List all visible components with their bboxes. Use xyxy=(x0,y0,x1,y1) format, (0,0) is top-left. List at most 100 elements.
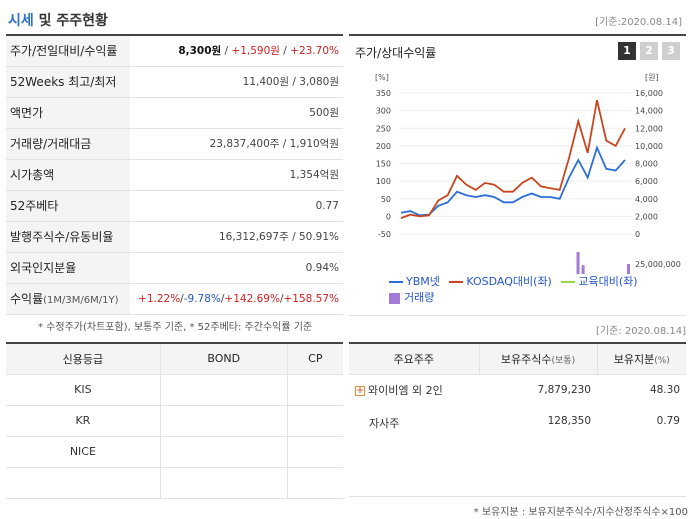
row-label: 액면가 xyxy=(6,98,130,128)
row-label: 외국인지분율 xyxy=(6,253,130,283)
right-tick-label: 4,000 xyxy=(635,195,658,204)
volume-bar xyxy=(581,265,585,274)
quote-table: 주가/전일대비/수익률 8,300원 / +1,590원 / +23.70% 5… xyxy=(6,34,343,315)
shares-cell: 7,879,230 xyxy=(537,384,591,397)
table-row: 자사주 128,350 0.79 xyxy=(349,406,686,497)
row-label: 시가총액 xyxy=(6,160,130,190)
expand-icon[interactable]: + xyxy=(355,386,365,397)
chart-legend: YBM넷 KOSDAQ대비(좌) 교육대비(좌) 거래량 xyxy=(389,274,679,306)
cp-cell xyxy=(286,466,343,499)
legend-item-education[interactable]: 교육대비(좌) xyxy=(561,274,638,290)
left-tick-label: 150 xyxy=(376,160,391,169)
row-label: 수익률(1M/3M/6M/1Y) xyxy=(6,284,130,314)
shareholder-name: + 와이비엠 외 2인 xyxy=(355,384,443,398)
column-header: 보유주식수(보통) xyxy=(478,343,597,375)
section-header: 시세 및 주주현황 [기준:2020.08.14] xyxy=(6,6,688,32)
agency-cell: KIS xyxy=(6,373,161,406)
row-value: 8,300원 / +1,590원 / +23.70% xyxy=(178,45,339,57)
row-value: 0.77 xyxy=(315,200,339,212)
chart-tab-3[interactable]: 3 xyxy=(662,42,680,60)
row-value: 11,400원 / 3,080원 xyxy=(242,76,339,88)
bond-cell xyxy=(159,404,288,437)
left-tick-label: 250 xyxy=(376,124,391,133)
legend-item-ybm[interactable]: YBM넷 xyxy=(389,274,440,290)
chart-title: 주가/상대수익률 xyxy=(355,46,437,60)
right-tick-label: 14,000 xyxy=(635,107,663,116)
table-header-row: 신용등급 BOND CP xyxy=(6,342,343,375)
row-label: 주가/전일대비/수익률 xyxy=(6,36,130,66)
page-title: 시세 및 주주현황 xyxy=(8,13,108,29)
bond-cell xyxy=(159,435,288,468)
agency-cell xyxy=(6,466,161,499)
row-label: 발행주식수/유동비율 xyxy=(6,222,130,252)
agency-cell: NICE xyxy=(6,435,161,468)
row-value: +1.22%/-9.78%/+142.69%/+158.57% xyxy=(138,293,339,305)
legend-swatch xyxy=(561,281,576,283)
bond-cell xyxy=(159,373,288,406)
volume-bar xyxy=(626,264,630,274)
chart-tab-2[interactable]: 2 xyxy=(640,42,658,60)
shareholders-footnote: * 보유지분 : 보유지분주식수/지수산정주식수×100 xyxy=(473,507,688,518)
chart-tab-1[interactable]: 1 xyxy=(618,42,636,60)
legend-swatch xyxy=(389,281,403,283)
table-header-row: 주요주주 보유주식수(보통) 보유지분(%) xyxy=(349,343,686,375)
left-tick-label: 350 xyxy=(376,89,391,98)
left-tick-label: 0 xyxy=(386,212,391,221)
credit-rating-table: 신용등급 BOND CP KIS KR NICE xyxy=(6,342,343,499)
table-row: NICE xyxy=(6,435,343,468)
volume-bar xyxy=(576,252,580,274)
series-line-1 xyxy=(400,99,626,219)
row-value: 500원 xyxy=(309,107,339,119)
legend-item-volume[interactable]: 거래량 xyxy=(389,290,434,306)
quote-row-52week: 52Weeks 최고/최저 11,400원 / 3,080원 xyxy=(6,67,343,98)
quote-row-foreign: 외국인지분율 0.94% xyxy=(6,253,343,284)
left-tick-label: 50 xyxy=(381,195,391,204)
shareholder-name: 자사주 xyxy=(349,406,479,497)
left-tick-label: 300 xyxy=(376,107,391,116)
table-row: KIS xyxy=(6,373,343,406)
price-chart: [%] [원] 350 300 250 200 150 100 50 0 -50 16,000 14,0… xyxy=(375,73,681,274)
legend-item-kosdaq[interactable]: KOSDAQ대비(좌) xyxy=(449,274,552,290)
left-axis-label: [%] xyxy=(375,73,389,82)
quote-row-market-cap: 시가총액 1,354억원 xyxy=(6,160,343,191)
quote-row-shares: 발행주식수/유동비율 16,312,697주 / 50.91% xyxy=(6,222,343,253)
right-tick-label: 6,000 xyxy=(635,177,658,186)
row-value: 0.94% xyxy=(305,262,339,274)
chart-base-date: [기준: 2020.08.14] xyxy=(595,326,686,337)
right-tick-label: 16,000 xyxy=(635,89,663,98)
quote-row-beta: 52주베타 0.77 xyxy=(6,191,343,222)
volume-tick-label: 25,000,000 xyxy=(635,260,681,269)
row-value: 23,837,400주 / 1,910억원 xyxy=(209,138,339,150)
quote-footnote: * 수정주가(차트포함), 보통주 기준, * 52주베타: 주간수익률 기준 xyxy=(38,322,313,333)
column-header: 신용등급 xyxy=(6,342,161,375)
column-header: 주요주주 xyxy=(349,343,479,375)
right-tick-label: 2,000 xyxy=(635,212,658,221)
ratio-cell: 48.30 xyxy=(649,384,680,397)
series-line-0 xyxy=(400,145,626,217)
left-tick-label: 100 xyxy=(376,177,391,186)
column-header: 보유지분(%) xyxy=(596,343,686,375)
quote-row-volume: 거래량/거래대금 23,837,400주 / 1,910억원 xyxy=(6,129,343,160)
right-tick-label: 0 xyxy=(635,230,640,239)
quote-row-par-value: 액면가 500원 xyxy=(6,98,343,129)
right-tick-label: 8,000 xyxy=(635,160,658,169)
column-header: CP xyxy=(286,342,343,375)
quote-row-returns: 수익률(1M/3M/6M/1Y) +1.22%/-9.78%/+142.69%/… xyxy=(6,284,343,315)
right-tick-label: 10,000 xyxy=(635,142,663,151)
cp-cell xyxy=(286,404,343,437)
right-axis-label: [원] xyxy=(645,73,659,82)
table-row: + 와이비엠 외 2인 7,879,230 48.30 xyxy=(349,374,686,406)
row-label: 52주베타 xyxy=(6,191,130,221)
shareholders-table: 주요주주 보유주식수(보통) 보유지분(%) + 와이비엠 외 2인 7,879,… xyxy=(349,342,686,497)
bond-cell xyxy=(159,466,288,499)
left-tick-label: -50 xyxy=(378,230,391,239)
table-row xyxy=(6,466,343,499)
base-date: [기준:2020.08.14] xyxy=(595,17,682,28)
left-tick-label: 200 xyxy=(376,142,391,151)
row-label: 거래량/거래대금 xyxy=(6,129,130,159)
agency-cell: KR xyxy=(6,404,161,437)
right-tick-label: 12,000 xyxy=(635,124,663,133)
row-value: 16,312,697주 / 50.91% xyxy=(218,231,339,243)
